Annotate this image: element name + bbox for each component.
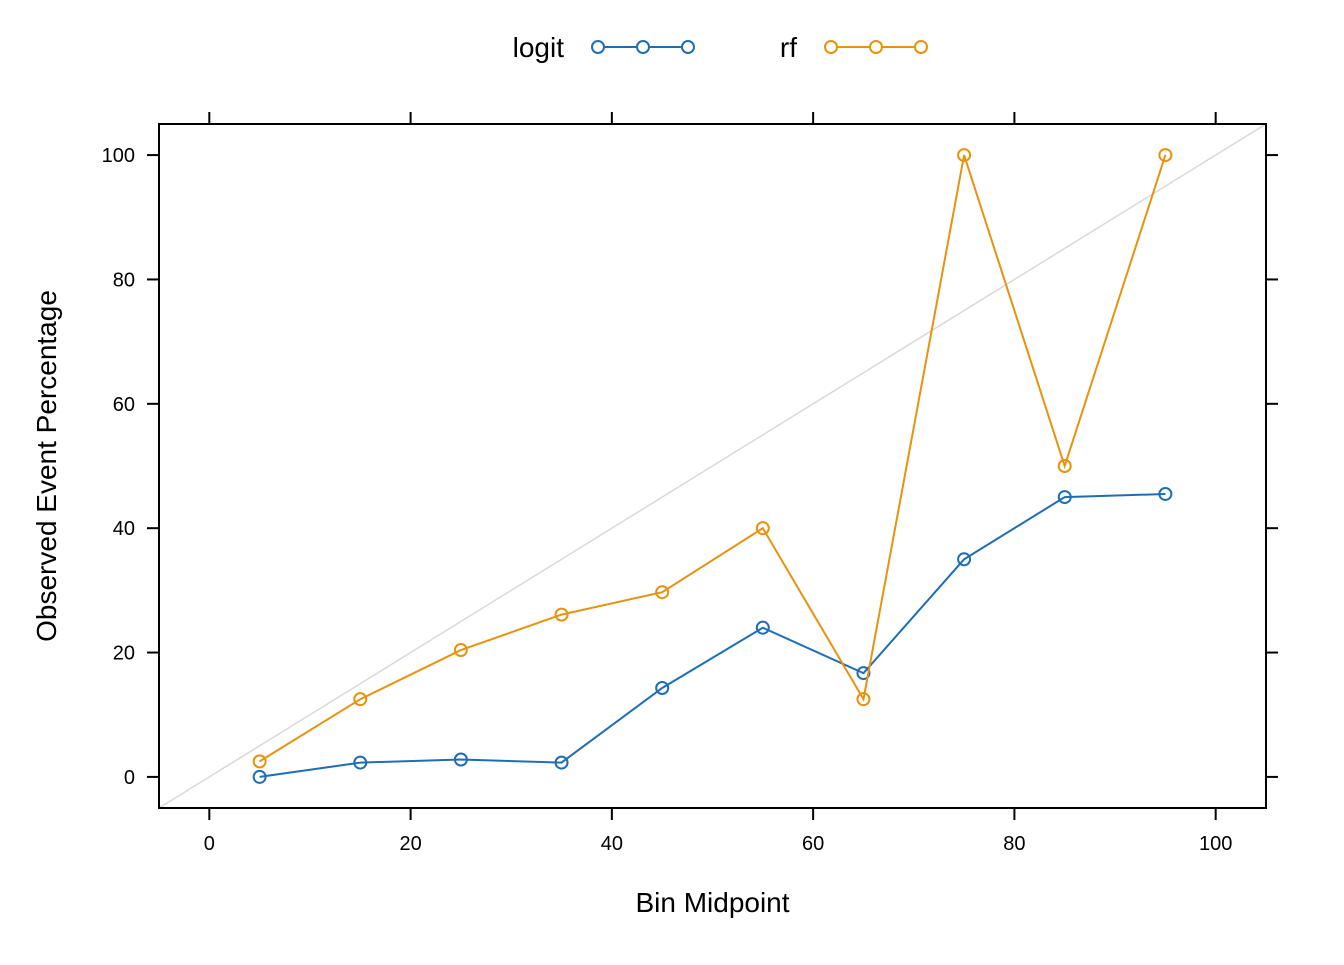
reference-line-layer [158,123,1267,809]
legend-marker-rf [869,40,883,54]
x-tick-label: 100 [1199,833,1232,855]
legend-marker-rf [824,40,838,54]
x-tick-label: 40 [601,833,623,855]
legend-item-rf: rf [780,32,928,63]
x-axis-title: Bin Midpoint [635,887,789,918]
data-point-rf [655,585,670,600]
plot-frame [158,123,1267,809]
data-point-logit [957,552,972,567]
legend-item-logit: logit [513,32,695,63]
x-axis: 0 20 40 60 80 100 [204,112,1232,855]
legend-marker-rf [914,40,928,54]
data-point-logit [252,769,267,784]
y-tick-label: 0 [124,767,135,789]
series-line-rf [259,154,1167,763]
y-tick-label: 40 [113,518,135,540]
legend-marker-logit [636,40,650,54]
x-tick-label: 60 [802,833,824,855]
series-logit [252,486,1173,784]
legend-label-rf: rf [780,32,797,63]
data-point-logit [1158,486,1173,501]
legend-marker-logit [681,40,695,54]
data-point-logit [655,680,670,695]
data-point-rf [554,607,569,622]
data-point-rf [252,754,267,769]
y-tick-label: 80 [113,269,135,291]
series-layer [252,148,1173,784]
y-axis: 0 20 40 60 80 100 [102,145,1278,789]
data-point-logit [755,620,770,635]
x-tick-label: 0 [204,833,215,855]
series-line-logit [259,493,1166,778]
data-point-rf [957,148,972,163]
y-tick-label: 20 [113,643,135,665]
data-point-logit [554,755,569,770]
data-point-rf [1158,148,1173,163]
y-axis-title: Observed Event Percentage [31,290,62,642]
data-point-rf [353,692,368,707]
legend-label-logit: logit [513,32,565,63]
data-point-logit [453,752,468,767]
data-point-rf [755,521,770,536]
data-point-rf [453,643,468,658]
reference-diagonal-line [158,123,1267,809]
data-point-logit [1057,490,1072,505]
data-point-logit [353,755,368,770]
series-rf [252,148,1173,769]
x-tick-label: 20 [399,833,421,855]
legend-marker-logit [591,40,605,54]
data-point-rf [856,692,871,707]
x-tick-label: 80 [1003,833,1025,855]
y-tick-label: 100 [102,145,135,167]
data-point-rf [1057,459,1072,473]
y-tick-label: 60 [113,394,135,416]
data-point-logit [856,666,871,681]
legend: logit rf [513,32,928,63]
